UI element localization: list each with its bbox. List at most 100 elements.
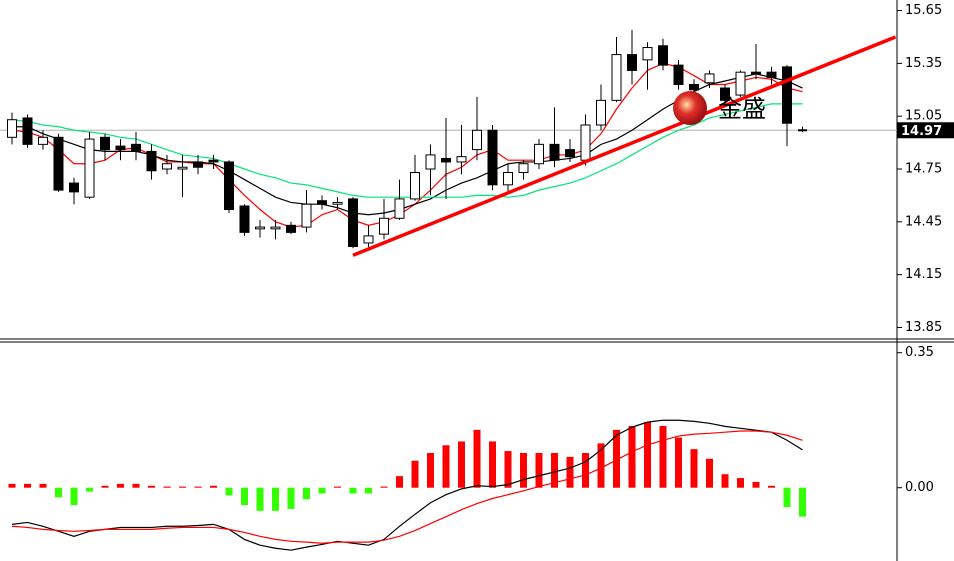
- candle-body: [115, 145, 126, 151]
- histogram-bar: [318, 487, 326, 494]
- histogram-bar: [396, 476, 403, 488]
- candle-body: [270, 226, 281, 230]
- candle-body: [332, 201, 343, 205]
- histogram-bar: [101, 485, 109, 488]
- histogram-bar: [721, 474, 729, 488]
- candle-body: [239, 205, 250, 233]
- candle-body: [596, 99, 606, 126]
- candle-body: [766, 71, 777, 78]
- histogram-bar: [39, 483, 47, 488]
- candle-body: [131, 143, 141, 152]
- candle-body: [177, 166, 188, 170]
- histogram-bar: [210, 485, 217, 488]
- candle-body: [100, 136, 110, 151]
- candle-body: [317, 200, 327, 205]
- histogram-bar: [272, 487, 279, 511]
- y-tick-label: 15.35: [905, 56, 942, 71]
- histogram-bar: [256, 487, 264, 511]
- candle-body: [441, 157, 451, 163]
- histogram-bar: [287, 487, 295, 509]
- candle-body: [518, 163, 529, 174]
- histogram-bar: [427, 453, 434, 488]
- candle-body: [782, 66, 792, 124]
- candle-body: [146, 150, 157, 172]
- candle-body: [658, 45, 668, 66]
- candle-body: [286, 224, 296, 233]
- histogram-bar: [489, 441, 496, 488]
- candle-body: [549, 143, 560, 161]
- candle-body: [348, 198, 358, 247]
- histogram-bar: [706, 458, 713, 488]
- histogram-bar: [644, 422, 651, 488]
- candle-body: [53, 136, 64, 191]
- candle-body: [7, 119, 17, 138]
- candle-body: [208, 159, 219, 163]
- candle-body: [565, 149, 575, 158]
- histogram-bar: [86, 487, 93, 492]
- y-tick-label: 14.15: [905, 267, 942, 282]
- candle-body: [162, 163, 172, 170]
- candle-body: [735, 71, 746, 96]
- candle-body: [611, 54, 622, 101]
- histogram-bar: [659, 426, 667, 488]
- candle-body: [534, 143, 544, 165]
- y-tick-label: 0.00: [905, 480, 934, 495]
- candle-body: [627, 54, 637, 71]
- histogram-bar: [411, 460, 419, 488]
- histogram-bar: [334, 486, 341, 488]
- plot: 15.65 15.35 15.05 14.75 14.45 14.15 13.85 14.97…: [0, 3, 954, 551]
- candle-body: [704, 73, 715, 84]
- candle-body: [363, 235, 374, 244]
- candle-body: [394, 198, 405, 219]
- candle-body: [425, 154, 436, 170]
- watermark-logo: [673, 91, 707, 125]
- candle-body: [410, 172, 420, 200]
- indicator-line: [11, 103, 803, 198]
- last-price-tag: [897, 122, 954, 139]
- trendline: [352, 35, 897, 257]
- indicator-line: [12, 73, 803, 216]
- candle-body: [255, 226, 265, 230]
- histogram-bar: [163, 486, 171, 488]
- candle-body: [193, 161, 203, 168]
- candle-body: [69, 182, 79, 193]
- histogram-bar: [613, 429, 620, 488]
- histogram-bar: [442, 445, 450, 488]
- candle-body: [301, 203, 312, 228]
- histogram-bar: [504, 451, 512, 488]
- histogram-bar: [458, 441, 465, 488]
- histogram-bar: [194, 486, 202, 488]
- y-tick-label: 15.65: [905, 3, 942, 18]
- histogram-bar: [24, 483, 31, 488]
- histogram-bar: [303, 487, 310, 500]
- candle-body: [456, 156, 467, 163]
- histogram-bar: [582, 453, 589, 488]
- y-tick-label: 0.35: [905, 345, 934, 360]
- histogram-bar: [566, 456, 574, 488]
- histogram-bar: [179, 486, 186, 488]
- y-tick-label: 15.05: [905, 109, 942, 124]
- histogram-bar: [799, 487, 806, 517]
- histogram-bar: [117, 483, 124, 488]
- candle-body: [673, 64, 684, 85]
- candle-body: [379, 217, 389, 235]
- histogram-bar: [380, 486, 388, 488]
- candle-body: [224, 161, 234, 210]
- candle-body: [580, 124, 591, 161]
- histogram-bar: [675, 437, 682, 488]
- histogram-bar: [8, 483, 16, 488]
- histogram-bar: [690, 449, 698, 488]
- candle-body: [472, 129, 482, 151]
- last-price-label: 14.97: [901, 124, 942, 139]
- histogram-bar: [628, 426, 636, 488]
- histogram-bar: [768, 485, 775, 488]
- y-tick-label: 14.75: [905, 162, 942, 177]
- histogram-bar: [535, 453, 543, 488]
- candle-body: [22, 117, 33, 145]
- histogram-bar: [70, 487, 78, 506]
- candle-body: [751, 71, 761, 75]
- watermark: 金盛: [718, 95, 766, 123]
- histogram-bar: [365, 487, 372, 494]
- indicator-line: [11, 62, 803, 228]
